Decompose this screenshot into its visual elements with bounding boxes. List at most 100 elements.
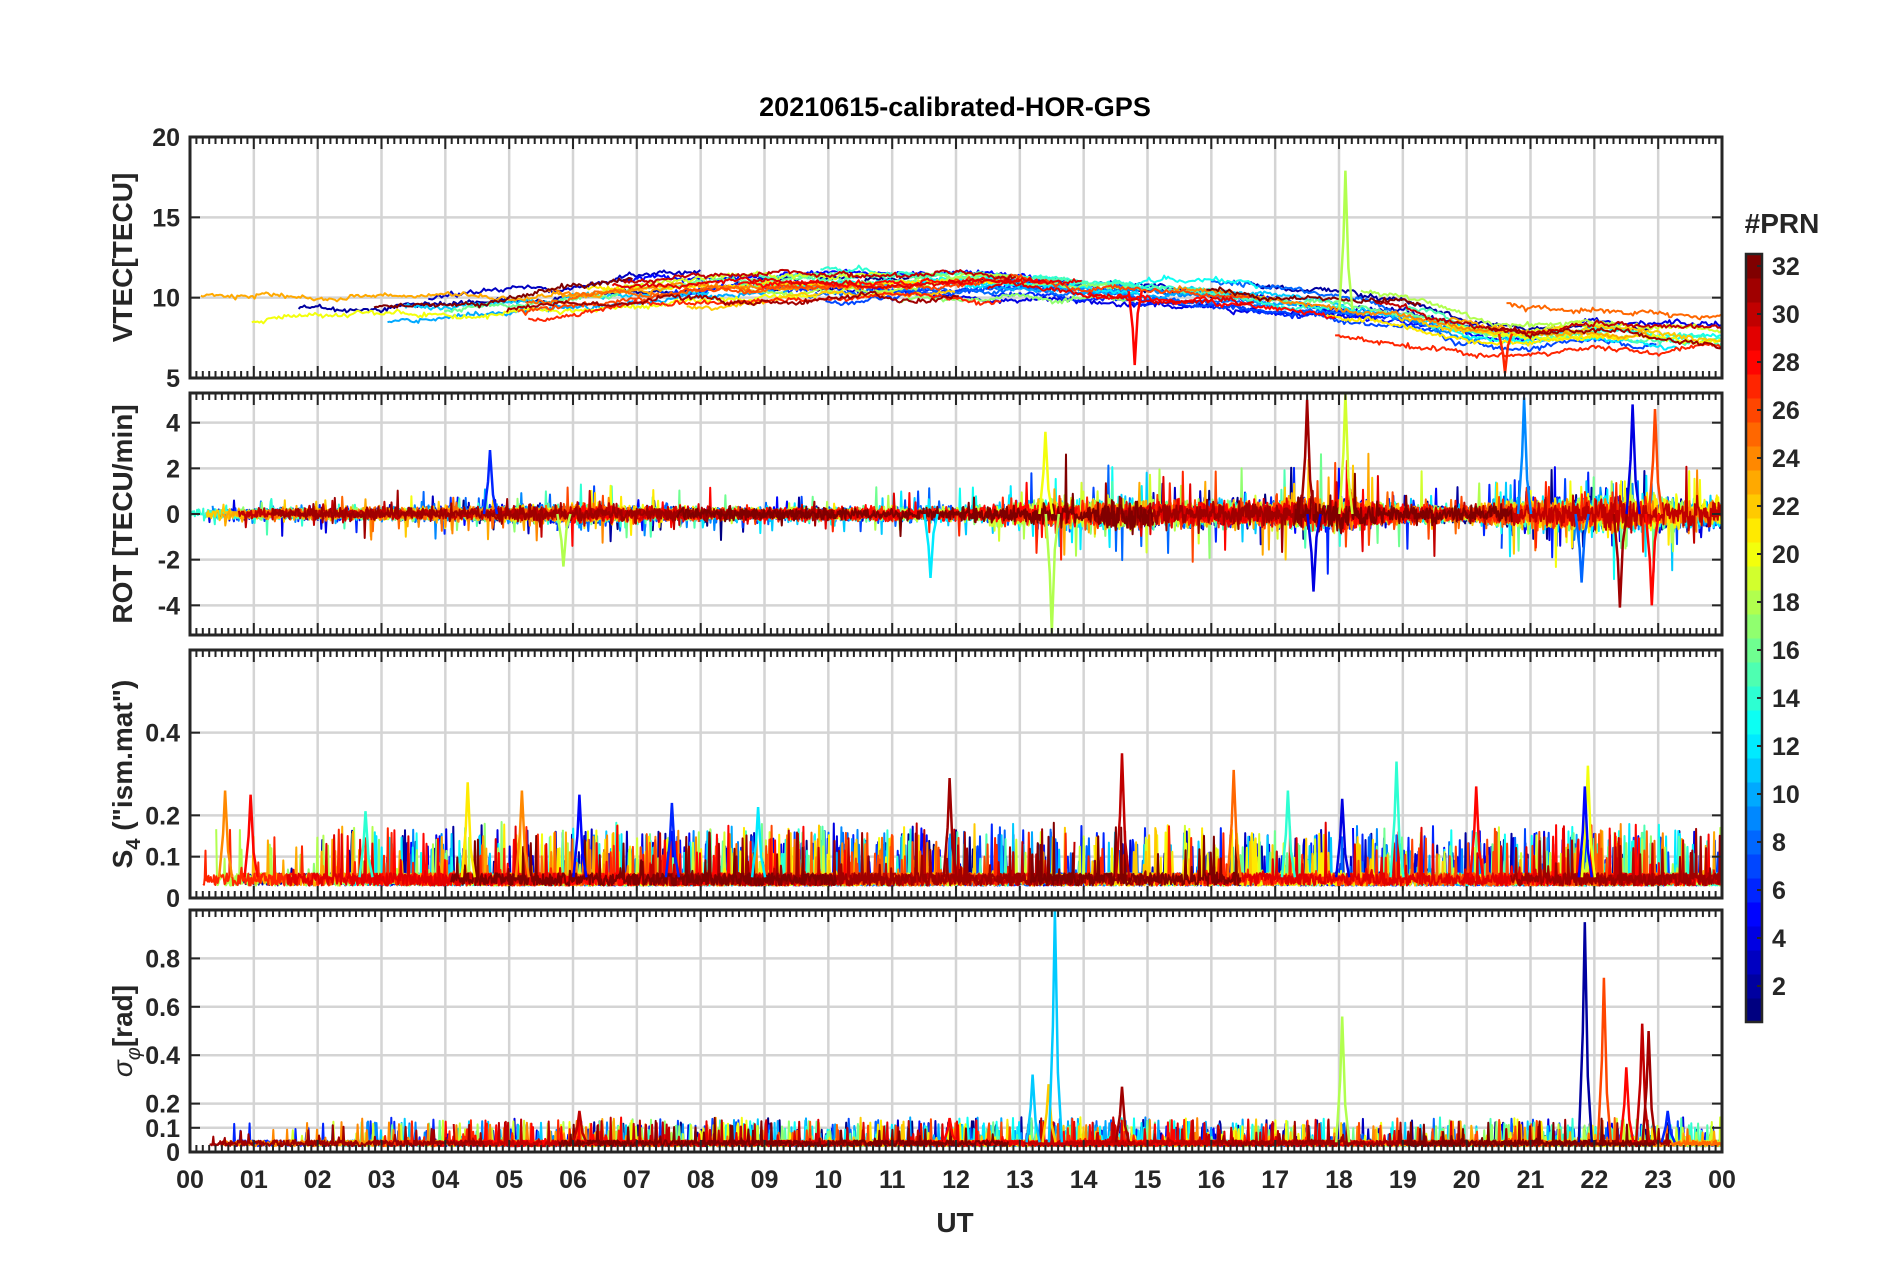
x-tick-label: 12 [942,1166,970,1194]
x-tick-marks [189,650,1723,898]
y-tick-label-vtec: 10 [152,285,180,313]
x-axis: 00 01 02 03 04 05 06 07 08 09 10 11 12 13 14 15 16 17 18 19… [176,1166,1736,1194]
x-tick-label: 20 [1453,1166,1481,1194]
y-tick-label-sigma_phi: 0.8 [145,945,180,973]
colorbar-title: #PRN [1745,208,1820,239]
y-tick-label-sigma_phi: 0.4 [145,1042,180,1070]
y-tick-label-rot: 4 [166,410,180,438]
colorbar-band [1746,494,1762,519]
event-spike-rot-8 [1516,397,1533,515]
x-tick-marks [189,393,1723,635]
colorbar-band [1746,302,1762,327]
x-tick-label: 02 [304,1166,332,1194]
prn-trace-32 [1400,1117,1657,1148]
y-axis-label-sigma_phi: σφ[rad] [107,985,145,1077]
x-axis-label: UT [936,1207,973,1238]
colorbar-band [1746,854,1762,879]
event-spike-sigma_phi-8 [1596,977,1613,1143]
event-spike-sigma_phi-12 [1660,1110,1676,1143]
y-tick-label-rot: 2 [166,455,180,483]
x-tick-label: 18 [1325,1166,1353,1194]
event-spike-rot-6 [1306,513,1322,592]
event-spike-sigma_phi-4 [1047,910,1064,1143]
colorbar-tick-label: 2 [1772,973,1786,1001]
event-spike-s4-10 [1226,769,1242,878]
colorbar-frame [1744,252,1764,1024]
x-tick-label: 14 [1070,1166,1098,1194]
prn-trace-21 [1326,313,1629,347]
y-axis-label-s4: S4 ("ism.mat") [107,680,145,869]
prn-trace-22 [1397,316,1721,343]
prn-trace-32 [675,453,1155,538]
y-tick-label-vtec: 20 [152,124,180,152]
event-spike-sigma_phi-11 [1641,1030,1657,1143]
colorbar-band [1746,998,1762,1023]
series-traces [190,393,1722,633]
colorbar-band [1746,710,1762,735]
colorbar-band [1746,926,1762,951]
x-tick-label: 16 [1197,1166,1225,1194]
prn-trace-32 [1206,286,1422,307]
y-tick-label-s4: 0.1 [145,844,180,872]
event-spike-rot-4 [1038,431,1054,515]
event-spike-s4-14 [1468,786,1485,878]
event-spike-rot-3 [1044,513,1061,633]
prn-trace-31 [1486,325,1722,350]
prn-trace-30 [1374,300,1722,337]
colorbar-band [1746,518,1762,543]
event-spike-s4-4 [514,790,531,878]
prn-trace-32 [1293,472,1513,535]
event-spike-s4-12 [1334,798,1351,878]
prn-trace-29 [1203,821,1567,887]
x-tick-label: 01 [240,1166,268,1194]
y-axis-label-rot: ROT [TECU/min] [107,404,138,623]
event-spike-sigma_phi-6 [1334,1016,1351,1143]
prn-trace-30 [452,1116,961,1148]
y-axis-label-vtec: VTEC[TECU] [107,173,138,343]
event-spike-rot-1 [556,513,572,567]
x-tick-label: 09 [751,1166,779,1194]
x-tick-marks [189,137,1723,378]
event-spike-rot-13 [1647,408,1664,515]
y-tick-label-s4: 0.2 [145,802,180,830]
event-spike-vtec-0 [1338,170,1354,310]
y-tick-label-sigma_phi: 0.2 [145,1091,180,1119]
colorbar-tick-label: 24 [1772,445,1800,473]
event-spike-sigma_phi-2 [1025,1074,1041,1143]
event-spike-sigma_phi-5 [1114,1086,1131,1143]
colorbar-band [1746,686,1762,711]
colorbar-band [1746,734,1762,759]
colorbar-band [1746,326,1762,351]
panel-s4: 0 0.1 0.2 0.4S4 ("ism.mat") [107,648,1724,913]
event-spike-rot-7 [1338,393,1354,515]
event-spike-rot-11 [1625,404,1641,515]
prn-trace-32 [1029,821,1242,887]
event-spike-s4-0 [217,790,234,878]
colorbar-band [1746,350,1762,375]
series-traces [202,753,1722,887]
event-spike-s4-8 [942,778,958,878]
y-tick-label-vtec: 5 [166,365,180,393]
colorbar-tick-label: 30 [1772,301,1800,329]
colorbar-tick-label: 20 [1772,541,1800,569]
x-tick-label: 21 [1517,1166,1545,1194]
colorbar-band [1746,638,1762,663]
event-spike-s4-11 [1280,790,1297,878]
colorbar-band [1746,902,1762,927]
x-tick-label: 23 [1644,1166,1672,1194]
colorbar-band [1746,662,1762,687]
x-tick-label: 03 [368,1166,396,1194]
x-tick-label: 11 [879,1166,906,1194]
panel-rot: -4 -2 0 2 4 ROT [TECU/min] [107,391,1724,637]
x-tick-label: 06 [559,1166,587,1194]
colorbar-tick-label: 12 [1772,733,1800,761]
prn-trace-19 [591,270,894,296]
colorbar-tick-label: 28 [1772,349,1800,377]
event-spike-s4-2 [358,811,374,878]
colorbar-band [1746,470,1762,495]
colorbar-tick-label: 32 [1772,253,1800,281]
y-tick-label-s4: 0.4 [145,720,180,748]
